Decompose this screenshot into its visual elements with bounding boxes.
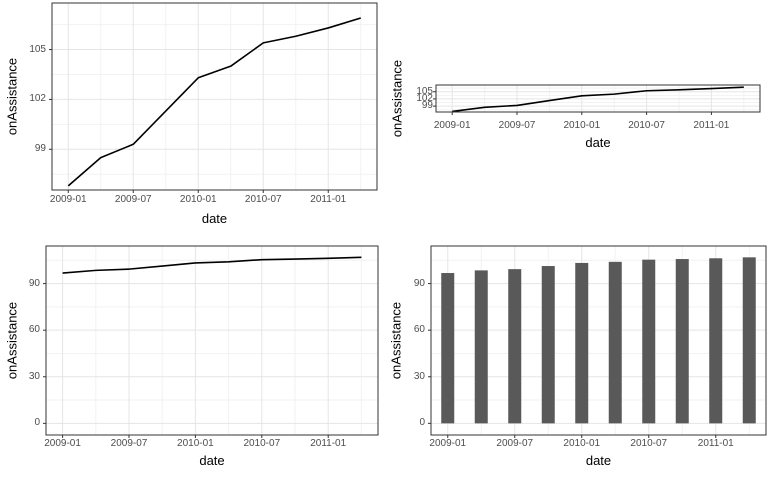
y-tick-label: 105: [416, 85, 433, 97]
bar: [575, 262, 589, 424]
x-tick-label: 2010-07: [628, 120, 665, 131]
y-tick-label: 102: [29, 93, 46, 105]
x-tick-label: 2011-01: [693, 120, 730, 131]
x-tick-label: 2009-07: [496, 438, 534, 449]
y-tick-label: 102: [416, 92, 433, 104]
panel-border: [51, 2, 378, 191]
x-axis-title-top-left: date: [201, 211, 228, 226]
x-tick-label: 2010-07: [243, 438, 281, 449]
bar: [608, 261, 622, 424]
bar: [541, 266, 555, 424]
y-tick-label: 30: [28, 370, 40, 382]
y-tick-label: 105: [29, 43, 46, 55]
x-tick-label: 2009-07: [110, 438, 148, 449]
x-tick-label: 2010-01: [177, 438, 214, 449]
x-tick-label: 2009-07: [114, 194, 152, 205]
x-tick-label: 2009-01: [429, 438, 467, 449]
y-axis-title-bottom-left: onAssistance: [4, 301, 20, 379]
data-line: [62, 256, 362, 274]
x-axis-title-top-right: date: [585, 135, 611, 150]
x-tick-label: 2010-01: [563, 120, 601, 131]
panel-border: [45, 245, 379, 436]
y-tick-label: 60: [28, 324, 40, 336]
data-line: [452, 86, 744, 113]
x-tick-label: 2009-01: [433, 120, 471, 131]
x-tick-label: 2009-01: [49, 194, 87, 205]
y-tick-label: 99: [421, 100, 433, 112]
x-tick-label: 2009-07: [498, 120, 536, 131]
x-tick-label: 2010-07: [244, 194, 282, 205]
bar: [474, 270, 488, 424]
x-tick-label: 2011-01: [310, 438, 347, 449]
y-tick-label: 0: [34, 417, 40, 429]
data-line: [67, 17, 361, 187]
x-tick-label: 2009-01: [44, 438, 81, 449]
bar: [675, 259, 689, 424]
x-tick-label: 2010-01: [563, 438, 601, 449]
y-axis-title-bottom-right: onAssistance: [388, 301, 404, 379]
bar: [742, 257, 756, 424]
x-tick-label: 2010-07: [630, 438, 668, 449]
x-tick-label: 2011-01: [697, 438, 734, 449]
panel-border: [430, 245, 767, 436]
y-tick-label: 30: [413, 370, 425, 382]
x-axis-title-bottom-right: date: [585, 453, 612, 468]
y-tick-label: 99: [34, 143, 46, 155]
x-tick-label: 2010-01: [179, 194, 217, 205]
x-tick-label: 2011-01: [310, 194, 347, 205]
y-tick-label: 90: [413, 277, 425, 289]
x-axis-title-bottom-left: date: [199, 453, 225, 468]
y-tick-label: 60: [413, 324, 425, 336]
y-tick-label: 90: [28, 277, 40, 289]
bar: [441, 273, 455, 424]
y-tick-label: 0: [419, 417, 425, 429]
bar: [642, 259, 656, 424]
bar: [709, 258, 723, 424]
bar: [508, 269, 522, 424]
